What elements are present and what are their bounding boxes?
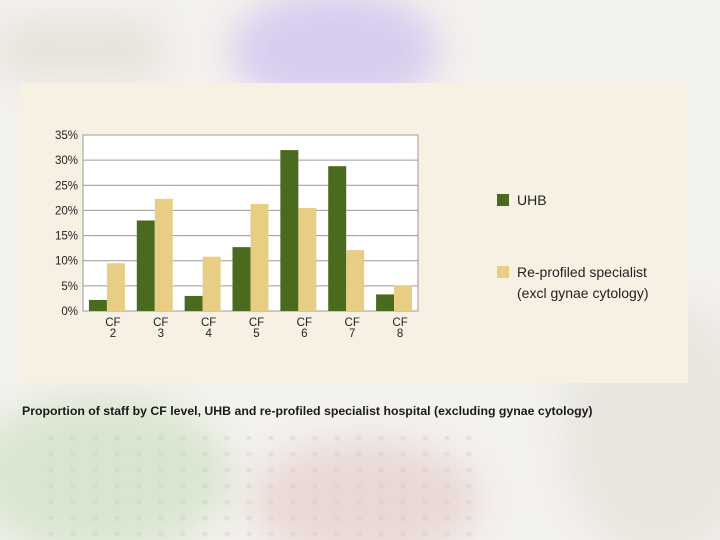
bar-re-profiled: [298, 207, 317, 311]
bar-uhb: [232, 247, 251, 311]
x-category-label: CF 3: [153, 317, 168, 340]
bar-chart: 0%5%10%15%20%25%30%35% CF 2CF 3CF 4CF 5CF 6CF…: [55, 130, 649, 340]
x-category-label: CF 4: [201, 317, 216, 340]
bar-uhb: [328, 166, 347, 311]
bar-uhb: [280, 150, 299, 311]
x-axis-labels: CF 2 CF 3 CF 4 CF 5 CF 6 CF 7 CF 8: [105, 317, 407, 340]
x-category-label: CF 6: [297, 317, 312, 340]
chart-caption: Proportion of staff by CF level, UHB and…: [22, 404, 593, 418]
x-category-label: CF 5: [249, 317, 264, 340]
bar-re-profiled: [106, 263, 125, 311]
bar-uhb: [184, 295, 203, 311]
y-tick-label: 35%: [55, 130, 78, 142]
bars: [88, 150, 413, 311]
y-tick-label: 30%: [55, 155, 78, 167]
bar-re-profiled: [202, 256, 221, 311]
y-tick-label: 0%: [61, 306, 78, 318]
y-tick-label: 25%: [55, 180, 78, 192]
y-tick-label: 10%: [55, 256, 78, 268]
y-tick-label: 20%: [55, 205, 78, 217]
bar-re-profiled: [154, 198, 173, 311]
legend-swatch: [497, 266, 509, 278]
bar-uhb: [88, 299, 107, 311]
y-tick-label: 15%: [55, 231, 78, 243]
x-category-label: CF 8: [392, 317, 407, 340]
blurred-sign: [0, 20, 160, 80]
legend-label: Re-profiled specialist (excl gynae cytolo…: [517, 264, 649, 301]
x-category-label: CF 7: [345, 317, 360, 340]
legend-label: UHB: [517, 192, 547, 208]
bar-re-profiled: [250, 203, 269, 311]
y-axis-labels: 0% 5% 10% 15% 20% 25% 30% 35%: [55, 130, 78, 318]
chart-panel: 0% 5% 10% 15% 20% 25% 30% 35% CF 2 CF 3 CF 4 CF 5 CF 6 CF…: [20, 83, 688, 383]
bar-uhb: [136, 220, 155, 311]
bar-uhb: [376, 294, 395, 311]
blurred-sample-tray: [40, 430, 480, 540]
legend: UHB Re-profiled specialist (excl gynae cyt…: [497, 192, 649, 301]
bar-re-profiled: [394, 285, 413, 311]
y-tick-label: 5%: [61, 281, 78, 293]
bar-re-profiled: [346, 250, 365, 311]
legend-swatch: [497, 194, 509, 206]
x-category-label: CF 2: [105, 317, 120, 340]
